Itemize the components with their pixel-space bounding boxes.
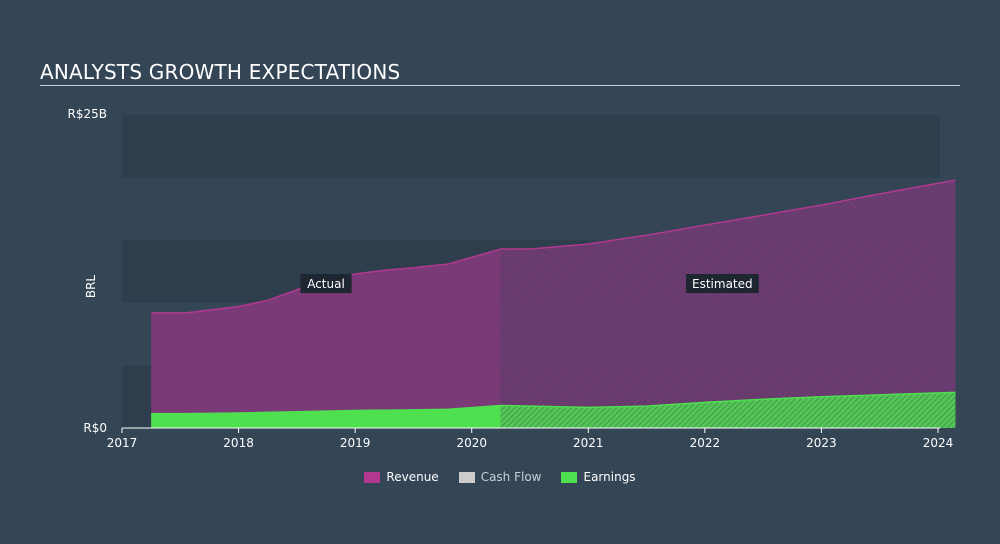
x-tick-label: 2019 — [340, 436, 371, 450]
series-areas — [151, 179, 956, 428]
axis-labels: 2017 2018 2019 2020 2021 2022 2023 2024 R$0 R$25B… — [68, 107, 954, 450]
legend-item-revenue[interactable]: Revenue — [364, 470, 439, 484]
revenue-area-actual — [151, 248, 501, 428]
legend-item-cash-flow[interactable]: Cash Flow — [458, 470, 542, 484]
earnings-area-actual — [151, 405, 501, 428]
legend-label: Revenue — [386, 470, 439, 484]
annotation-estimated: Estimated — [685, 274, 759, 294]
revenue-line — [151, 179, 956, 314]
legend-label: Cash Flow — [480, 470, 542, 484]
annotation-actual: Actual — [300, 274, 352, 294]
x-tick-label: 2022 — [690, 436, 721, 450]
y-tick-label: R$0 — [83, 421, 107, 435]
earnings-line — [151, 391, 956, 415]
axes — [121, 427, 940, 433]
x-tick-label: 2021 — [573, 436, 604, 450]
annotation-text: Actual — [307, 277, 345, 291]
x-tick-label: 2024 — [923, 436, 954, 450]
y-tick-label: R$25B — [68, 107, 107, 121]
legend: Revenue Cash Flow Earnings — [0, 470, 1000, 484]
annotation-text: Estimated — [692, 277, 753, 291]
x-tick-label: 2023 — [806, 436, 837, 450]
x-tick-label: 2018 — [223, 436, 254, 450]
earnings-area-hatch — [500, 392, 956, 428]
legend-swatch — [364, 471, 381, 483]
y-axis-label: BRL — [84, 275, 98, 299]
legend-swatch — [458, 471, 475, 483]
x-tick-label: 2017 — [107, 436, 138, 450]
annotation-box — [300, 274, 352, 294]
legend-item-earnings[interactable]: Earnings — [561, 470, 636, 484]
legend-swatch — [561, 471, 578, 483]
x-tick-label: 2020 — [456, 436, 487, 450]
legend-label: Earnings — [583, 470, 636, 484]
page-title: ANALYSTS GROWTH EXPECTATIONS — [40, 60, 401, 84]
annotations: Actual Estimated — [300, 274, 759, 294]
annotation-box — [685, 274, 759, 294]
revenue-area-hatch — [500, 180, 956, 428]
title-divider — [40, 85, 960, 86]
plot-band — [122, 115, 940, 178]
